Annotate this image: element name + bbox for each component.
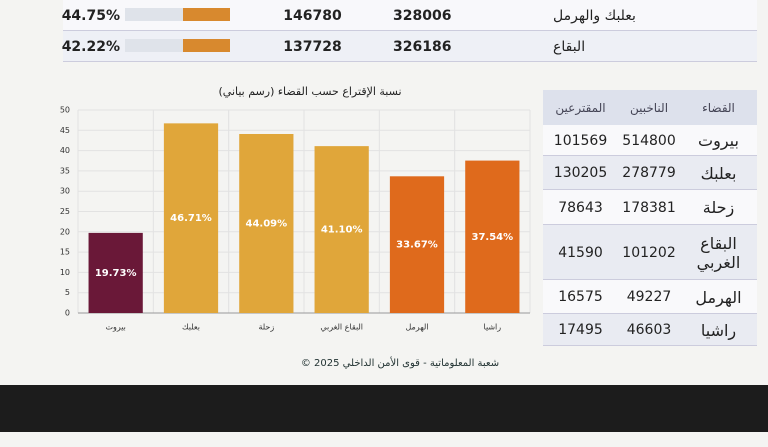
footer: © شعبة المعلوماتية - قوى الأمن الداخلي 2… xyxy=(300,358,500,369)
data-label: 33.67% xyxy=(396,240,438,251)
row-bg xyxy=(543,190,757,225)
x-tick-label: زحلة xyxy=(258,323,274,332)
y-tick-label: 45 xyxy=(60,126,70,135)
row-bg xyxy=(543,314,757,346)
cell-text: 130205 xyxy=(553,165,608,181)
data-label: 46.71% xyxy=(170,213,212,224)
y-tick-label: 25 xyxy=(60,207,70,216)
x-tick-label: بيروت xyxy=(105,323,125,332)
cell-text: 41590 xyxy=(558,244,603,261)
cell-text: راشيا xyxy=(700,320,737,340)
cell-text: 17495 xyxy=(558,322,603,338)
header-cell: المقترعين xyxy=(555,100,606,115)
x-tick-label: راشيا xyxy=(484,323,502,332)
cell-text: 146780 xyxy=(283,7,342,24)
bar xyxy=(163,123,219,314)
y-tick-label: 20 xyxy=(60,227,70,236)
chart: نسبة الإقتراع حسب القضاء (رسم بياني) 0 5 1… xyxy=(60,85,531,332)
cell-text: 137728 xyxy=(283,38,342,55)
cell-text: 78643 xyxy=(558,199,603,216)
row-bg xyxy=(543,225,757,280)
progress-bar xyxy=(183,8,230,21)
y-tick-label: 50 xyxy=(60,106,70,115)
y-tick-label: 30 xyxy=(60,187,70,196)
cell-text: 16575 xyxy=(558,289,603,305)
cell-text: 101569 xyxy=(553,132,608,149)
y-tick-label: 35 xyxy=(60,166,70,175)
screen-bezel xyxy=(0,385,768,432)
header-bg xyxy=(543,90,757,125)
cell-text: 514800 xyxy=(622,132,676,149)
cell-text: بعلبك والهرمل xyxy=(553,7,636,24)
cell-text: 44.75% xyxy=(61,7,120,24)
cell-text: 178381 xyxy=(622,199,676,216)
cell-text: الهرمل xyxy=(695,287,742,307)
cell-text: 46603 xyxy=(626,322,672,338)
cell-text: البقاع الغربي xyxy=(696,233,741,272)
y-tick-label: 15 xyxy=(60,248,70,257)
bar xyxy=(88,232,143,313)
cell-text: بعلبك xyxy=(700,163,737,183)
progress-bar xyxy=(183,39,230,52)
cell-text: 328006 xyxy=(393,7,452,24)
bar xyxy=(239,133,294,313)
row-bg xyxy=(543,280,757,314)
data-label: 41.10% xyxy=(321,225,363,236)
y-tick-label: 5 xyxy=(65,288,70,297)
data-label: 37.54% xyxy=(472,232,514,243)
cell-text: 49227 xyxy=(626,289,672,305)
data-label: 44.09% xyxy=(246,218,288,229)
row-bg xyxy=(543,156,757,190)
x-tick-label: بعلبك xyxy=(182,323,200,332)
x-tick-label: البقاع الغربي xyxy=(320,323,363,332)
cell-text: 101202 xyxy=(622,244,676,261)
page: 44.75% 146780 328006 بعلبك والهرمل 42.22% 137… xyxy=(0,7,768,432)
bar xyxy=(389,176,445,313)
chart-title: نسبة الإقتراع حسب القضاء (رسم بياني) xyxy=(218,85,401,98)
data-label: 19.73% xyxy=(95,268,137,279)
cell-text: بيروت xyxy=(698,131,739,150)
bar xyxy=(465,160,520,313)
y-tick-label: 40 xyxy=(60,146,70,155)
cell-text: 278779 xyxy=(622,165,676,181)
cell-text: البقاع xyxy=(553,38,586,55)
cell-text: 326186 xyxy=(393,38,452,55)
bar xyxy=(314,146,369,313)
cell-text: زحلة xyxy=(702,198,735,217)
row-bg xyxy=(543,125,757,156)
x-tick-label: الهرمل xyxy=(405,323,428,332)
cell-text: 42.22% xyxy=(61,38,120,55)
y-tick-label: 0 xyxy=(65,309,70,318)
header-cell: الناخبين xyxy=(629,100,669,115)
header-cell: القضاء xyxy=(702,100,735,115)
y-tick-label: 10 xyxy=(60,268,70,277)
